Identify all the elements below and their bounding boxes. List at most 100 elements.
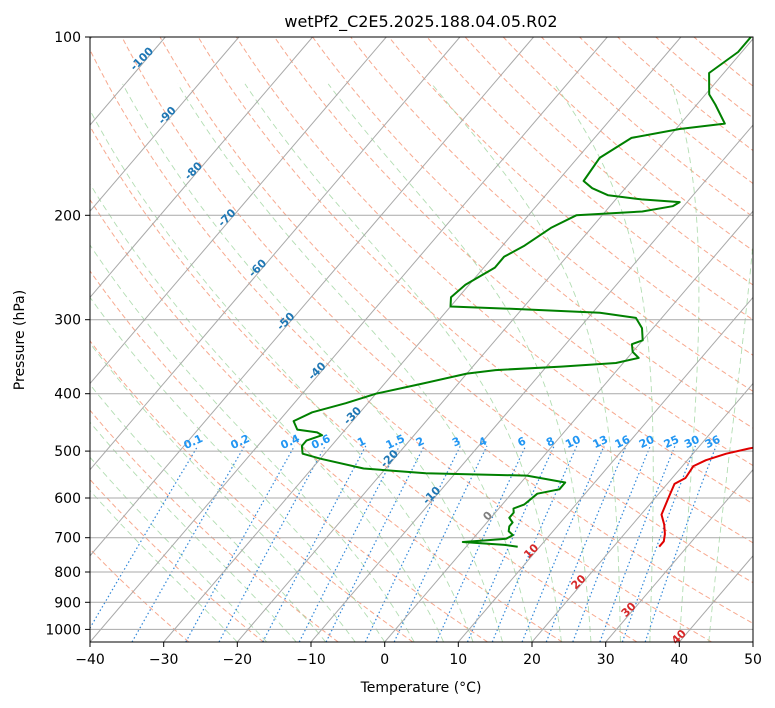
moist-adiabat-line [671, 83, 700, 642]
y-tick-label: 300 [54, 313, 81, 329]
mixing-ratio-line [545, 445, 627, 642]
isotherm-line [90, 37, 387, 385]
dry-adiabat-line [426, 37, 753, 321]
dry-adiabat-line [312, 37, 753, 429]
dry-adiabat-line [121, 37, 753, 624]
dry-adiabat-line [159, 37, 753, 584]
dry-adiabat-line [90, 198, 563, 642]
x-tick-label: −30 [149, 652, 179, 668]
isotherm-label: -50 [274, 310, 297, 333]
mixing-ratio-label: 20 [637, 433, 657, 451]
dry-adiabat-line [90, 48, 712, 642]
moist-adiabat-line [90, 183, 445, 642]
dry-adiabat-line [90, 409, 339, 642]
x-tick-label: −10 [296, 652, 326, 668]
isotherm-line [236, 38, 753, 642]
mixing-ratio-label: 16 [613, 433, 633, 451]
moist-adiabat-line [90, 489, 238, 642]
mixing-ratio-label: 1.5 [384, 432, 407, 452]
mixing-ratio-line [466, 445, 555, 642]
moist-adiabat-line [90, 109, 474, 642]
dry-adiabat-line [235, 37, 753, 505]
mixing-ratio-label: 6 [516, 434, 529, 449]
isotherm-line [90, 37, 608, 642]
dry-adiabat-line [90, 478, 264, 642]
isotherm-line [90, 37, 534, 557]
isotherm-line [310, 124, 753, 642]
isotherm-line [457, 296, 753, 642]
x-tick-label: 10 [449, 652, 467, 668]
mixing-ratio-line [364, 445, 461, 642]
plot-frame [89, 36, 754, 643]
mixing-ratio-label: 36 [703, 433, 723, 451]
y-tick-label: 800 [54, 565, 81, 581]
dry-adiabat-line [273, 37, 753, 467]
isotherm-label: -90 [156, 104, 179, 127]
x-tick-label: −40 [75, 652, 105, 668]
mixing-ratio-label: 25 [662, 433, 681, 451]
dewpoint-profile [292, 37, 752, 548]
temperature-profile [658, 446, 753, 548]
dry-adiabat-line [502, 37, 753, 252]
isotherm-label: -80 [182, 159, 205, 182]
mixing-ratio-label: 10 [563, 433, 583, 451]
moist-adiabat-line [554, 83, 654, 642]
moist-adiabat-line [90, 383, 327, 642]
isotherm-line [163, 37, 682, 642]
y-tick-label: 500 [54, 444, 81, 460]
mixing-ratio-line [644, 445, 717, 642]
moist-adiabat-line [90, 244, 415, 642]
isotherm-label: -10 [420, 484, 443, 507]
dry-adiabat-line [617, 37, 753, 152]
moist-adiabat-line [708, 238, 753, 642]
moist-adiabat-line [122, 83, 503, 642]
mixing-ratio-label: 0.1 [182, 432, 205, 452]
mixing-ratio-label: 4 [477, 434, 490, 449]
chart-title: wetPf2_C2E5.2025.188.04.05.R02 [284, 12, 557, 32]
isotherm-line [752, 641, 753, 642]
isotherm-line [90, 37, 461, 471]
mixing-ratio-line [621, 445, 696, 642]
y-tick-label: 900 [54, 595, 81, 611]
moist-adiabat-line [90, 342, 356, 642]
isotherm-label: -100 [127, 44, 156, 73]
x-tick-label: 30 [597, 652, 615, 668]
dry-adiabat-line [655, 37, 753, 119]
dry-adiabat-line [541, 37, 753, 218]
y-axis-title: Pressure (hPa) [12, 290, 28, 390]
isotherm-label: 20 [569, 572, 589, 592]
mixing-ratio-line [90, 445, 199, 630]
isotherm-label: 10 [521, 541, 541, 561]
mixing-ratio-label: 1 [355, 434, 367, 449]
mixing-ratio-label: 30 [682, 433, 702, 451]
dry-adiabat-line [90, 270, 488, 642]
mixing-ratio-line [599, 445, 676, 642]
x-tick-label: 0 [380, 652, 389, 668]
y-tick-label: 700 [54, 531, 81, 547]
y-tick-label: 600 [54, 491, 81, 507]
isotherm-label: -20 [378, 447, 401, 470]
mixing-ratio-label: 13 [591, 433, 610, 451]
moist-adiabat-line [327, 83, 592, 642]
isotherm-line [605, 468, 753, 642]
moist-adiabat-line [177, 83, 533, 642]
y-tick-label: 200 [54, 208, 81, 224]
x-tick-label: 20 [523, 652, 541, 668]
x-axis-title: Temperature (°C) [360, 680, 482, 696]
moist-adiabat-line [244, 83, 562, 642]
y-tick-label: 100 [54, 30, 81, 46]
dry-adiabat-line [693, 37, 753, 87]
x-tick-label: 50 [744, 652, 762, 668]
moist-adiabat-line [90, 296, 386, 642]
dry-adiabat-line [388, 37, 753, 356]
mixing-ratio-label: 0.2 [229, 432, 252, 452]
dry-adiabat-line [90, 340, 414, 642]
mixing-ratio-line [572, 445, 651, 642]
mixing-ratio-line [185, 445, 296, 642]
mixing-ratio-label: 8 [544, 434, 556, 449]
dry-adiabat-line [197, 37, 753, 544]
mixing-ratio-label: 3 [450, 434, 462, 449]
mixing-ratio-line [325, 445, 425, 642]
y-tick-label: 400 [54, 387, 81, 403]
moist-adiabat-line [90, 421, 297, 642]
